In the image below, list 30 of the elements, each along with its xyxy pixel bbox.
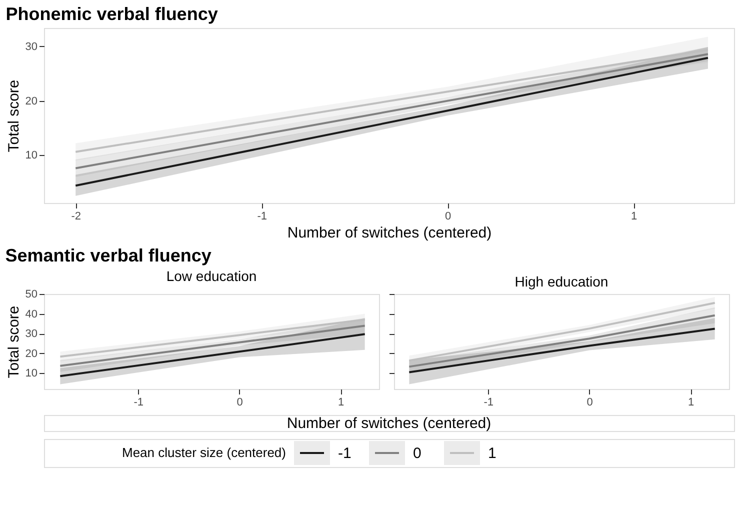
legend-title: Mean cluster size (centered) (122, 445, 286, 460)
legend-label: 0 (413, 445, 422, 462)
x-axis-title: Number of switches (centered) (287, 224, 492, 242)
x-tick-label: 0 (445, 210, 452, 222)
y-axis-title: Total score (5, 306, 22, 378)
y-tick-label: 40 (25, 308, 38, 320)
y-tick-label: 10 (25, 368, 38, 380)
x-tick-label: 1 (338, 396, 344, 408)
x-tick-label: 0 (586, 396, 593, 408)
y-tick-label: 20 (25, 348, 38, 360)
chart-title: Semantic verbal fluency (5, 246, 212, 266)
y-tick-label: 50 (25, 288, 38, 300)
legend-label: -1 (338, 445, 352, 462)
y-tick-label: 30 (25, 40, 38, 53)
x-tick-label: 1 (688, 396, 694, 408)
x-axis-title: Number of switches (centered) (286, 415, 492, 432)
y-tick-label: 30 (25, 328, 38, 340)
y-axis-title: Total score (5, 80, 22, 152)
x-tick-label: 1 (631, 210, 638, 222)
x-tick-label: -2 (71, 210, 82, 222)
y-tick-label: 20 (25, 95, 38, 108)
x-tick-label: -1 (257, 210, 267, 222)
legend-label: 1 (488, 445, 496, 462)
x-tick-label: 0 (236, 396, 243, 408)
chart-subtitle: High education (514, 274, 608, 290)
x-tick-label: -1 (134, 396, 144, 408)
chart-title: Phonemic verbal fluency (6, 4, 218, 24)
y-tick-label: 10 (25, 150, 38, 162)
x-tick-label: -1 (484, 396, 494, 408)
chart-subtitle: Low education (166, 268, 257, 284)
